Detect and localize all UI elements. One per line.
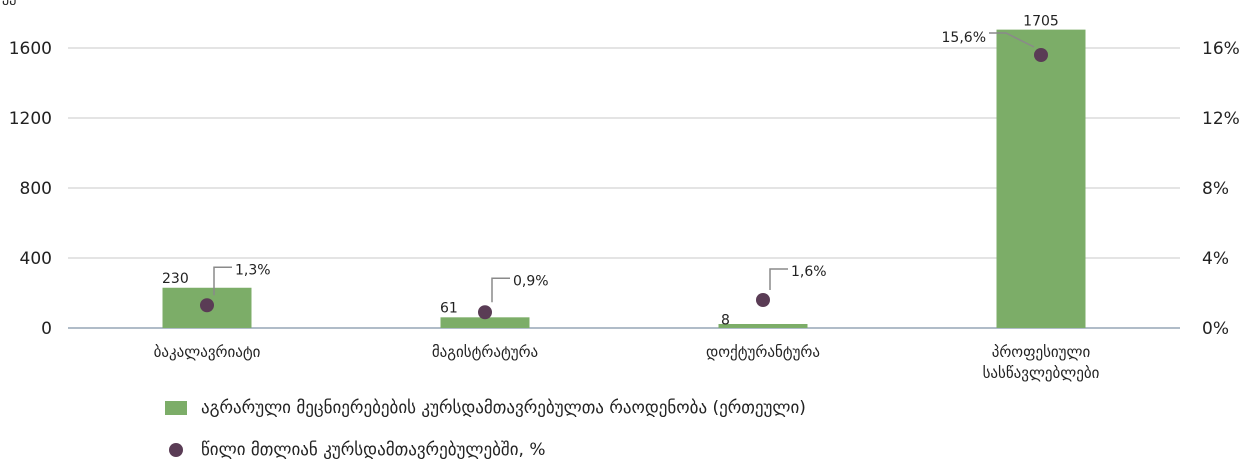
data-point	[200, 298, 214, 313]
y-tick-label: 1200	[9, 109, 52, 129]
y2-tick-label: 8%	[1202, 179, 1229, 199]
x-category-label: სასწავლებლები	[983, 364, 1100, 382]
x-category-label: ბაკალავრიატი	[154, 343, 261, 361]
data-point	[756, 293, 770, 307]
y2-tick-label: 16%	[1202, 39, 1240, 59]
y2-tick-label: 0%	[1202, 319, 1229, 339]
y2-tick-label: 12%	[1202, 109, 1240, 129]
point-value-label: 15,6%	[942, 30, 986, 46]
bar	[440, 317, 530, 328]
bar-value-label: 8	[721, 313, 730, 329]
legend-item-bars: აგრარული მეცნიერებების კურსდამთავრებულთა…	[165, 398, 806, 418]
leader-line	[769, 268, 788, 290]
leader-line	[491, 277, 510, 303]
legend-label-points: წილი მთლიან კურსდამთავრებულებში, %	[201, 440, 546, 460]
point-value-label: 1,3%	[235, 262, 271, 278]
leader-line	[989, 32, 1035, 48]
data-point	[1034, 48, 1048, 62]
leader-line	[213, 266, 232, 296]
y-tick-label: 1600	[9, 39, 52, 59]
bar	[718, 324, 808, 328]
bar-value-label: 230	[162, 271, 189, 287]
y-tick-label: 400	[20, 249, 52, 269]
left-axis-unit-label: ეუ	[2, 0, 16, 6]
bar-value-label: 61	[440, 300, 458, 316]
x-category-label: პროფესიული	[992, 343, 1091, 361]
data-point	[478, 305, 492, 320]
x-category-label: მაგისტრატურა	[432, 343, 538, 361]
legend-swatch-points	[169, 443, 183, 457]
point-value-label: 1,6%	[791, 264, 827, 280]
bar	[996, 29, 1086, 328]
y-tick-label: 0	[41, 319, 52, 339]
legend-label-bars: აგრარული მეცნიერებების კურსდამთავრებულთა…	[201, 398, 806, 418]
x-category-label: დოქტურანტურა	[706, 343, 820, 361]
legend-swatch-bars	[165, 401, 187, 415]
legend-item-points: წილი მთლიან კურსდამთავრებულებში, %	[165, 440, 545, 460]
y-tick-label: 800	[20, 179, 52, 199]
y2-tick-label: 4%	[1202, 249, 1229, 269]
point-value-label: 0,9%	[513, 273, 549, 289]
bar-value-label: 1705	[1023, 14, 1059, 30]
